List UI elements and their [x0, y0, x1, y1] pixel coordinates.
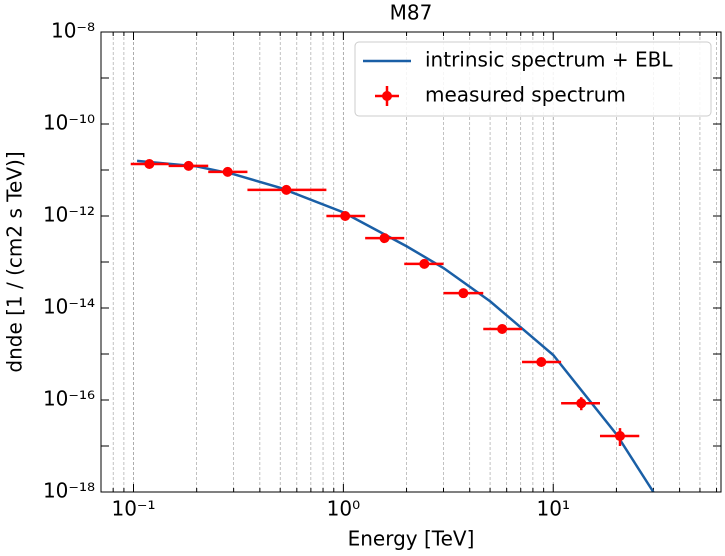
- data-point: [222, 166, 233, 177]
- data-point: [614, 430, 625, 441]
- y-tick-label: 10⁻⁸: [51, 19, 95, 43]
- data-point: [458, 288, 469, 299]
- data-point: [419, 258, 430, 269]
- data-point: [281, 184, 292, 195]
- data-point: [183, 160, 194, 171]
- y-tick-label: 10⁻¹⁰: [43, 111, 95, 135]
- data-point: [576, 398, 587, 409]
- data-point: [340, 211, 351, 221]
- data-point: [379, 233, 390, 244]
- y-tick-label: 10⁻¹²: [43, 203, 95, 227]
- legend-marker: [382, 91, 392, 101]
- x-tick-label: 10⁰: [327, 497, 360, 521]
- y-tick-label: 10⁻¹⁴: [43, 295, 95, 319]
- spectrum-line: [136, 159, 655, 493]
- x-tick-label: 10⁻¹: [111, 497, 155, 521]
- data-point: [497, 323, 508, 334]
- x-axis-label: Energy [TeV]: [348, 527, 475, 551]
- y-tick-label: 10⁻¹⁸: [43, 479, 95, 503]
- data-point: [536, 357, 547, 368]
- legend-box: [354, 41, 712, 117]
- legend-label: measured spectrum: [425, 83, 626, 107]
- plot-frame: [100, 31, 722, 493]
- y-tick-label: 10⁻¹⁶: [43, 387, 95, 411]
- x-tick-label: 10¹: [537, 497, 570, 521]
- legend: intrinsic spectrum + EBL measured spectru…: [354, 41, 712, 117]
- legend-label: intrinsic spectrum + EBL: [425, 48, 673, 72]
- chart-title: M87: [390, 1, 433, 25]
- data-point: [144, 159, 155, 170]
- y-axis-label: dnde [1 / (cm2 s TeV)]: [3, 151, 27, 372]
